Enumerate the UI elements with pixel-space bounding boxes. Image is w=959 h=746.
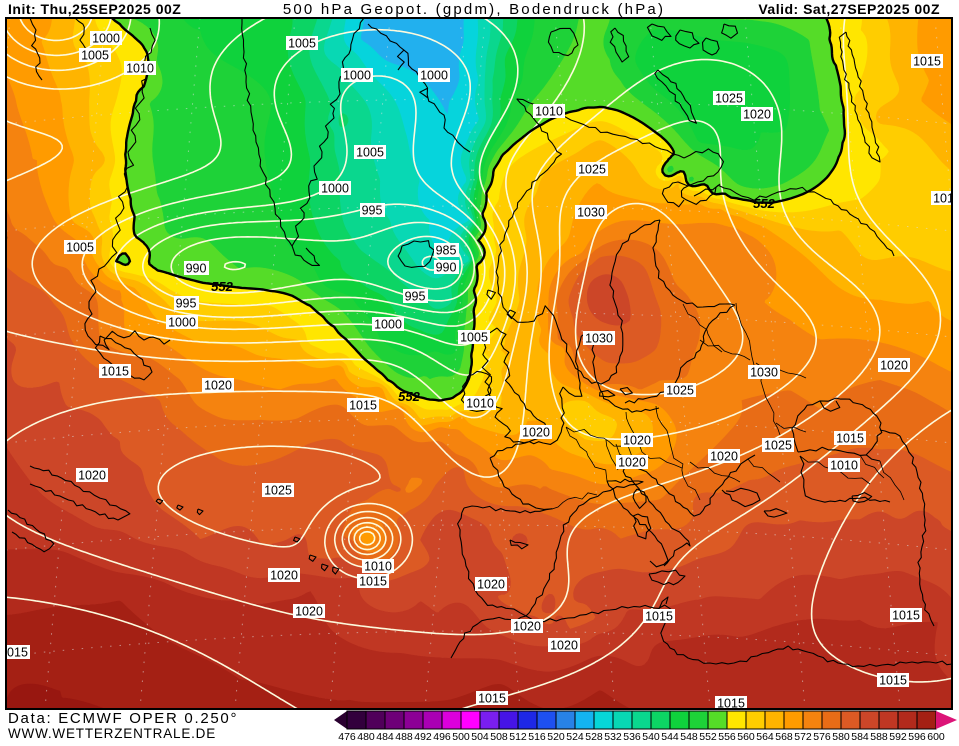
svg-text:1010: 1010: [535, 105, 563, 119]
svg-text:552: 552: [211, 279, 233, 294]
svg-text:1015: 1015: [879, 674, 907, 688]
svg-text:1020: 1020: [204, 379, 232, 393]
svg-text:544: 544: [661, 731, 679, 741]
svg-text:548: 548: [680, 731, 698, 741]
svg-text:556: 556: [718, 731, 736, 741]
svg-text:1015: 1015: [892, 609, 920, 623]
svg-text:1015: 1015: [349, 399, 377, 413]
svg-text:568: 568: [775, 731, 793, 741]
svg-text:1015: 1015: [836, 432, 864, 446]
svg-text:1030: 1030: [585, 332, 613, 346]
svg-text:1020: 1020: [477, 578, 505, 592]
svg-text:1010: 1010: [466, 397, 494, 411]
svg-text:WWW.WETTERZENTRALE.DE: WWW.WETTERZENTRALE.DE: [8, 726, 216, 741]
svg-text:532: 532: [604, 731, 622, 741]
svg-text:1015: 1015: [478, 692, 506, 706]
svg-text:504: 504: [471, 731, 489, 741]
svg-text:560: 560: [737, 731, 755, 741]
svg-text:Valid: Sat,27SEP2025 00Z: Valid: Sat,27SEP2025 00Z: [758, 1, 940, 17]
svg-text:Init: Thu,25SEP2025 00Z: Init: Thu,25SEP2025 00Z: [8, 1, 181, 17]
svg-text:516: 516: [528, 731, 546, 741]
svg-text:488: 488: [395, 731, 413, 741]
svg-text:990: 990: [186, 262, 207, 276]
svg-text:508: 508: [490, 731, 508, 741]
svg-text:480: 480: [357, 731, 375, 741]
svg-text:990: 990: [436, 261, 457, 275]
svg-text:1020: 1020: [522, 426, 550, 440]
svg-text:1010: 1010: [126, 62, 154, 76]
svg-text:1030: 1030: [577, 206, 605, 220]
svg-text:1030: 1030: [750, 366, 778, 380]
svg-text:592: 592: [889, 731, 907, 741]
svg-text:1020: 1020: [550, 639, 578, 653]
svg-text:1010: 1010: [364, 560, 392, 574]
svg-text:1000: 1000: [321, 182, 349, 196]
svg-text:1005: 1005: [81, 49, 109, 63]
svg-text:596: 596: [908, 731, 926, 741]
svg-text:Data: ECMWF OPER 0.250°: Data: ECMWF OPER 0.250°: [8, 710, 238, 727]
svg-text:552: 552: [753, 196, 775, 211]
svg-text:512: 512: [509, 731, 527, 741]
svg-text:564: 564: [756, 731, 774, 741]
svg-text:552: 552: [699, 731, 717, 741]
svg-text:1015: 1015: [101, 365, 129, 379]
svg-text:985: 985: [436, 244, 457, 258]
svg-text:1010: 1010: [830, 459, 858, 473]
svg-text:995: 995: [176, 297, 197, 311]
svg-text:496: 496: [433, 731, 451, 741]
svg-text:500: 500: [452, 731, 470, 741]
svg-text:1015: 1015: [359, 575, 387, 589]
svg-text:1000: 1000: [343, 69, 371, 83]
svg-text:500 hPa Geopot. (gpdm), Bodend: 500 hPa Geopot. (gpdm), Bodendruck (hPa): [283, 1, 665, 18]
svg-text:584: 584: [851, 731, 869, 741]
svg-text:520: 520: [547, 731, 565, 741]
svg-text:1015: 1015: [0, 646, 28, 660]
svg-text:1005: 1005: [66, 241, 94, 255]
svg-text:524: 524: [566, 731, 584, 741]
svg-text:1025: 1025: [578, 163, 606, 177]
svg-text:580: 580: [832, 731, 850, 741]
svg-text:1005: 1005: [460, 331, 488, 345]
svg-text:1025: 1025: [715, 92, 743, 106]
svg-text:1025: 1025: [666, 384, 694, 398]
svg-text:1000: 1000: [92, 32, 120, 46]
svg-text:576: 576: [813, 731, 831, 741]
svg-text:540: 540: [642, 731, 660, 741]
svg-text:1020: 1020: [618, 456, 646, 470]
svg-text:476: 476: [338, 731, 356, 741]
svg-text:492: 492: [414, 731, 432, 741]
svg-text:1020: 1020: [270, 569, 298, 583]
svg-text:1015: 1015: [645, 610, 673, 624]
svg-text:536: 536: [623, 731, 641, 741]
svg-text:600: 600: [927, 731, 945, 741]
svg-text:528: 528: [585, 731, 603, 741]
svg-text:1025: 1025: [264, 484, 292, 498]
svg-text:1020: 1020: [880, 359, 908, 373]
svg-text:1020: 1020: [710, 450, 738, 464]
svg-text:1020: 1020: [623, 434, 651, 448]
svg-text:995: 995: [405, 290, 426, 304]
svg-text:1000: 1000: [374, 318, 402, 332]
svg-text:1015: 1015: [913, 55, 941, 69]
svg-text:1020: 1020: [513, 620, 541, 634]
svg-text:1000: 1000: [420, 69, 448, 83]
svg-text:1005: 1005: [356, 146, 384, 160]
svg-text:552: 552: [398, 389, 420, 404]
svg-text:1015: 1015: [933, 192, 959, 206]
svg-text:572: 572: [794, 731, 812, 741]
svg-text:1000: 1000: [168, 316, 196, 330]
svg-text:1020: 1020: [78, 469, 106, 483]
svg-text:588: 588: [870, 731, 888, 741]
svg-text:1020: 1020: [295, 605, 323, 619]
svg-text:484: 484: [376, 731, 394, 741]
svg-text:1005: 1005: [288, 37, 316, 51]
svg-text:1015: 1015: [717, 697, 745, 711]
svg-text:1025: 1025: [764, 439, 792, 453]
svg-text:1020: 1020: [743, 108, 771, 122]
svg-text:995: 995: [362, 204, 383, 218]
